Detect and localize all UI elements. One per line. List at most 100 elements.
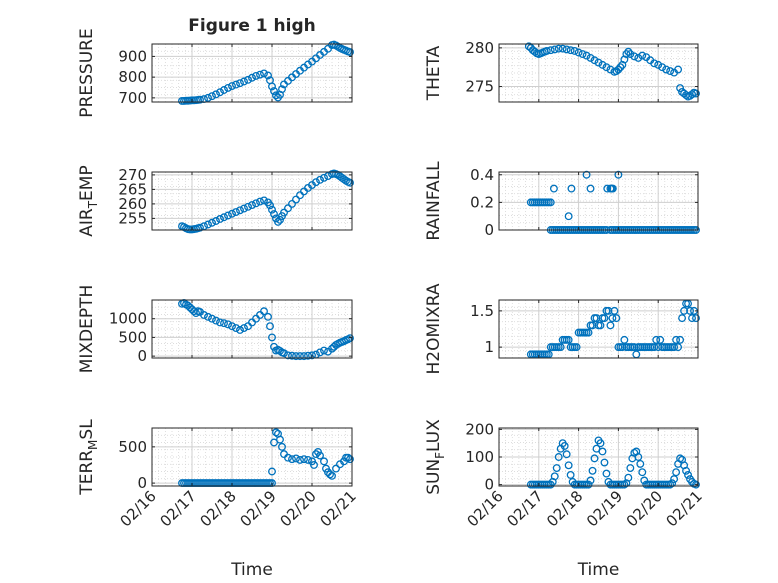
data-point bbox=[300, 455, 308, 464]
data-point bbox=[268, 467, 276, 476]
data-point bbox=[590, 56, 599, 65]
data-point bbox=[630, 448, 639, 457]
axes-box bbox=[151, 427, 353, 487]
y-tick-label: 275 bbox=[465, 78, 494, 96]
data-point bbox=[272, 91, 280, 100]
subplot-grid: 700 800 900 PRESSURE 275 280 THETA 255260265270… bbox=[77, 28, 706, 580]
data-point bbox=[554, 453, 563, 461]
y-tick-label: 200 bbox=[465, 420, 494, 438]
data-point bbox=[212, 217, 220, 225]
panel-pressure: 700 800 900 PRESSURE bbox=[77, 28, 354, 118]
data-point bbox=[236, 79, 244, 88]
y-axis-label: SUNFLUX bbox=[424, 419, 447, 495]
data-point bbox=[658, 63, 667, 72]
data-point bbox=[316, 175, 324, 184]
data-point bbox=[684, 471, 692, 479]
data-point bbox=[216, 318, 224, 327]
data-point bbox=[670, 475, 679, 484]
y-axis-label: AIRTEMP bbox=[77, 165, 100, 236]
data-point bbox=[312, 178, 320, 187]
major-grid bbox=[152, 44, 352, 102]
data-point bbox=[603, 184, 612, 193]
data-point bbox=[240, 324, 248, 333]
y-tick-label: 1.5 bbox=[470, 302, 494, 320]
data-point bbox=[640, 476, 649, 485]
y-tick-label: 900 bbox=[118, 47, 147, 65]
data-point bbox=[316, 348, 324, 357]
data-point bbox=[212, 90, 220, 99]
data-point bbox=[304, 351, 312, 360]
data-point bbox=[216, 88, 224, 97]
x-axis-label: Time bbox=[577, 560, 620, 580]
data-point bbox=[656, 335, 665, 344]
data-point bbox=[224, 83, 232, 92]
data-point bbox=[622, 50, 631, 58]
y-tick-label: 700 bbox=[118, 89, 147, 107]
data-point bbox=[566, 471, 575, 479]
y-tick-label: 800 bbox=[118, 68, 147, 86]
data-point bbox=[296, 455, 304, 464]
y-tick-label: 280 bbox=[465, 39, 494, 57]
data-point bbox=[320, 173, 328, 182]
axes-box bbox=[498, 43, 699, 103]
data-point bbox=[556, 343, 565, 352]
data-point bbox=[600, 458, 609, 467]
data-point bbox=[208, 314, 216, 323]
data-point bbox=[566, 46, 575, 55]
data-point bbox=[586, 184, 595, 193]
data-point bbox=[549, 184, 558, 193]
data-point bbox=[584, 328, 593, 337]
data-point bbox=[236, 206, 244, 215]
data-point bbox=[586, 53, 595, 62]
data-point bbox=[252, 199, 260, 208]
data-point bbox=[304, 455, 312, 464]
data-point bbox=[624, 473, 633, 482]
data-point bbox=[256, 70, 264, 79]
minor-grid bbox=[152, 428, 352, 486]
data-point bbox=[270, 87, 278, 95]
data-point bbox=[670, 343, 679, 352]
data-point bbox=[292, 352, 300, 361]
data-point bbox=[668, 479, 677, 488]
data-point bbox=[554, 44, 563, 53]
data-point bbox=[624, 47, 633, 56]
data-point bbox=[682, 466, 691, 475]
data-point bbox=[674, 343, 683, 352]
y-tick-label: 260 bbox=[118, 195, 147, 213]
y-axis-label: H2OMIXRA bbox=[424, 283, 444, 374]
data-point bbox=[608, 184, 617, 193]
data-point bbox=[288, 455, 296, 464]
x-axis-label: Time bbox=[230, 560, 273, 580]
y-axis-label: MIXDEPTH bbox=[77, 285, 97, 374]
data-point bbox=[626, 50, 635, 58]
data-point bbox=[550, 45, 559, 54]
data-point bbox=[606, 321, 615, 330]
scatter-series bbox=[178, 299, 354, 361]
data-point bbox=[280, 349, 288, 358]
y-tick-label: 0 bbox=[137, 347, 147, 365]
data-point bbox=[204, 312, 212, 321]
data-point bbox=[284, 351, 292, 360]
y-tick-label: 0.2 bbox=[470, 193, 494, 211]
data-point bbox=[344, 453, 352, 462]
data-point bbox=[550, 472, 559, 481]
data-point bbox=[688, 90, 696, 99]
data-point bbox=[308, 351, 316, 360]
data-point bbox=[666, 480, 675, 489]
data-point bbox=[248, 73, 256, 82]
data-point bbox=[692, 314, 700, 323]
y-axis-label: THETA bbox=[424, 45, 444, 101]
y-tick-label: 500 bbox=[118, 328, 147, 346]
data-point bbox=[264, 312, 272, 321]
data-point bbox=[346, 48, 354, 57]
y-tick-label: 270 bbox=[118, 166, 147, 184]
data-point bbox=[610, 306, 619, 315]
data-point bbox=[228, 209, 236, 218]
data-point bbox=[278, 442, 286, 451]
data-point bbox=[676, 84, 685, 93]
data-point bbox=[654, 60, 663, 69]
data-point bbox=[240, 204, 248, 213]
data-point bbox=[248, 201, 256, 210]
data-point bbox=[546, 46, 555, 55]
data-point bbox=[672, 468, 681, 477]
